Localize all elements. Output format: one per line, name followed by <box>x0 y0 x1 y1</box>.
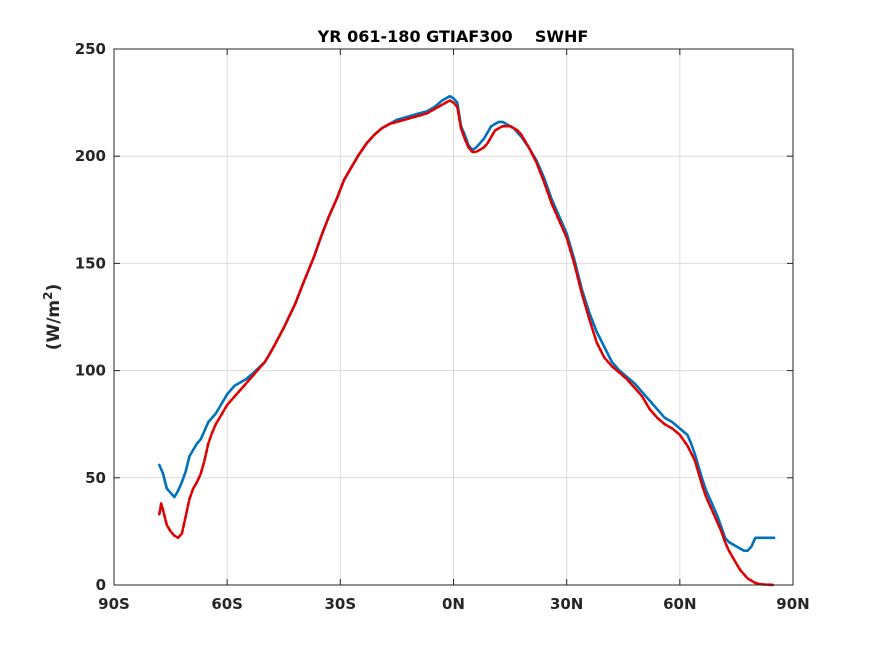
y-tick-label: 0 <box>96 576 106 594</box>
y-tick-label: 200 <box>75 147 106 165</box>
y-tick-label: 50 <box>85 469 106 487</box>
y-axis-label: (W/m2) <box>41 284 64 351</box>
ticks: 90S 60S 30S 0N 30N 60N 90N 0 50 100 150 200 250 <box>75 40 810 613</box>
series-line-2 <box>158 99 776 587</box>
x-tick-label: 60S <box>211 595 243 613</box>
series-line-1 <box>158 94 776 553</box>
y-tick-label: 100 <box>75 362 106 380</box>
x-tick-label: 0N <box>442 595 465 613</box>
x-tick-label: 90S <box>98 595 130 613</box>
x-tick-label: 30S <box>324 595 356 613</box>
y-tick-label: 250 <box>75 40 106 58</box>
x-tick-label: 30N <box>550 595 583 613</box>
chart-title: YR 061-180 GTIAF300 SWHF <box>317 27 589 46</box>
x-tick-label: 90N <box>776 595 809 613</box>
series-group <box>158 94 776 587</box>
x-tick-label: 60N <box>663 595 696 613</box>
y-tick-label: 150 <box>75 254 106 272</box>
